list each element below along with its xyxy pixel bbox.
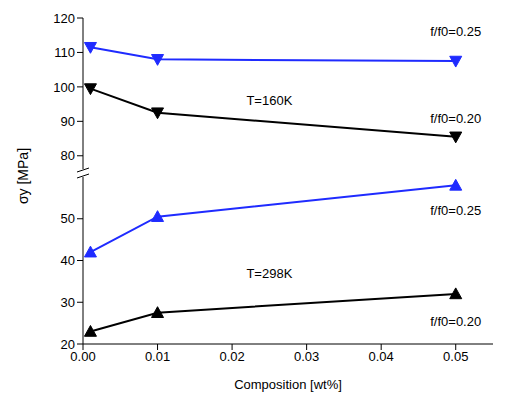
- svg-text:30: 30: [61, 295, 75, 310]
- svg-text:0.00: 0.00: [70, 349, 96, 365]
- html-text:σy [MPa]: σy [MPa]: [15, 148, 31, 205]
- svg-text:20: 20: [61, 337, 75, 352]
- svg-text:f/f0=0.20: f/f0=0.20: [430, 314, 481, 329]
- svg-text:0.02: 0.02: [219, 349, 244, 364]
- svg-text:0.04: 0.04: [369, 349, 394, 364]
- svg-text:0.01: 0.01: [145, 349, 170, 364]
- svg-text:0.03: 0.03: [294, 349, 319, 364]
- svg-text:90: 90: [61, 114, 75, 129]
- svg-text:80: 80: [61, 148, 75, 163]
- svg-text:Composition [wt%]: Composition [wt%]: [234, 377, 342, 392]
- svg-text:T=160K: T=160K: [246, 93, 292, 108]
- svg-text:f/f0=0.25: f/f0=0.25: [430, 24, 481, 39]
- svg-text:f/f0=0.20: f/f0=0.20: [430, 111, 481, 126]
- svg-text:50: 50: [61, 211, 75, 226]
- svg-text:0.05: 0.05: [443, 349, 468, 364]
- svg-text:T=298K: T=298K: [246, 266, 292, 281]
- svg-text:100: 100: [53, 80, 75, 95]
- svg-text:110: 110: [54, 45, 75, 60]
- svg-text:f/f0=0.25: f/f0=0.25: [430, 203, 481, 218]
- svg-text:120: 120: [53, 11, 75, 26]
- svg-text:40: 40: [61, 253, 75, 268]
